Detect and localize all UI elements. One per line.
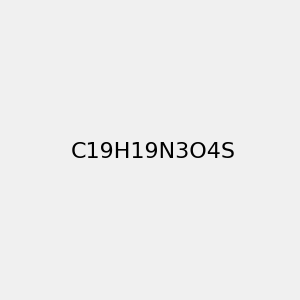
Text: C19H19N3O4S: C19H19N3O4S — [71, 142, 236, 161]
